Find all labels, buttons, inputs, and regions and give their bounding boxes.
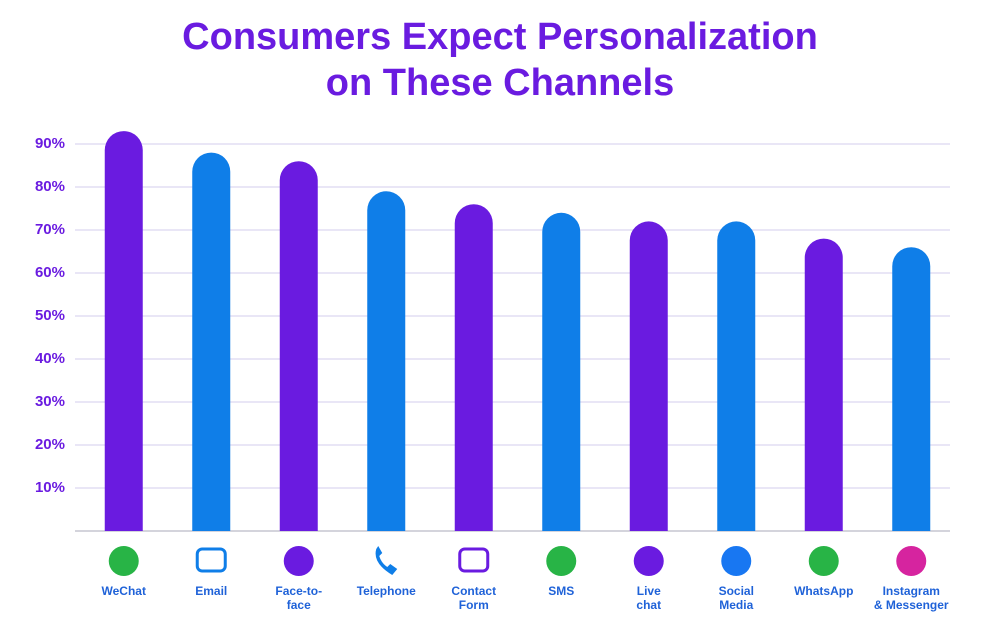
y-tick-label: 90% bbox=[35, 135, 65, 152]
bar bbox=[717, 221, 756, 531]
y-tick-label: 50% bbox=[35, 307, 65, 324]
chart-title: Consumers Expect Personalization on Thes… bbox=[182, 16, 818, 104]
x-tick-label: Social Media bbox=[718, 584, 754, 612]
x-tick-label: Email bbox=[195, 584, 228, 598]
channel-icon bbox=[108, 546, 139, 576]
x-tick-label: Telephone bbox=[356, 584, 416, 598]
bar bbox=[279, 161, 318, 531]
channel-icon bbox=[546, 546, 577, 576]
bar bbox=[367, 191, 406, 532]
x-tick-label: Face-to- face bbox=[275, 584, 323, 612]
y-tick-label: 30% bbox=[35, 393, 65, 410]
bar bbox=[629, 221, 668, 531]
bar bbox=[542, 212, 581, 532]
y-tick-label: 10% bbox=[35, 479, 65, 496]
channel-icon bbox=[808, 546, 839, 576]
x-tick-label: WeChat bbox=[101, 584, 146, 598]
x-tick-label: Contact Form bbox=[451, 584, 497, 612]
bar bbox=[892, 247, 931, 531]
channel-icon bbox=[721, 546, 752, 576]
y-tick-label: 70% bbox=[35, 221, 65, 238]
x-tick-label: SMS bbox=[548, 584, 575, 598]
y-tick-label: 80% bbox=[35, 178, 65, 195]
channel-icon bbox=[283, 546, 314, 576]
bar bbox=[104, 131, 143, 531]
x-tick-label: Instagram & Messenger bbox=[873, 584, 949, 612]
channel-icon bbox=[896, 546, 927, 576]
y-tick-label: 60% bbox=[35, 264, 65, 281]
channel-icon bbox=[458, 547, 490, 573]
y-tick-label: 20% bbox=[35, 436, 65, 453]
bar bbox=[454, 204, 493, 531]
channel-icon bbox=[633, 546, 664, 576]
channel-icon bbox=[195, 547, 227, 573]
bar bbox=[192, 152, 231, 531]
x-tick-label: WhatsApp bbox=[794, 584, 854, 598]
y-tick-label: 40% bbox=[35, 350, 65, 367]
channel-icon bbox=[375, 546, 398, 575]
x-tick-label: Live chat bbox=[636, 584, 662, 612]
bar bbox=[804, 238, 843, 531]
